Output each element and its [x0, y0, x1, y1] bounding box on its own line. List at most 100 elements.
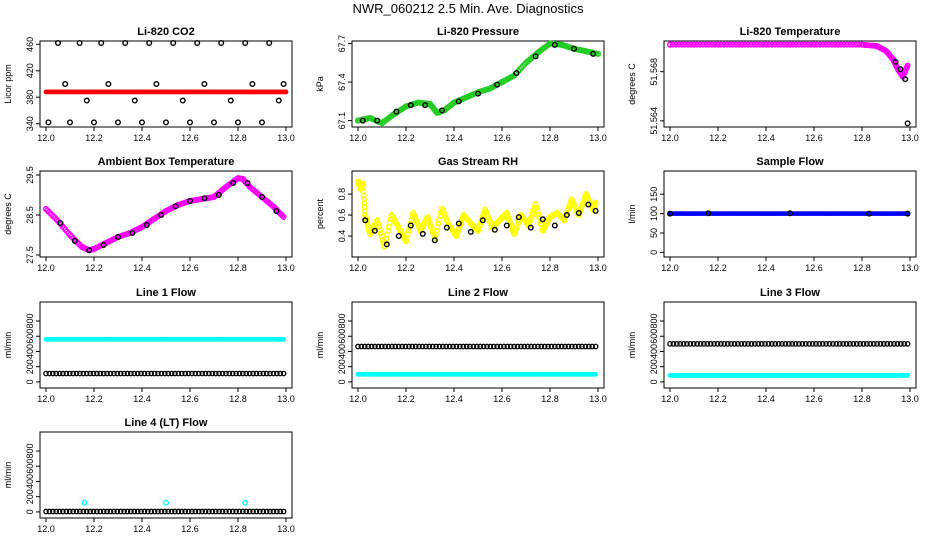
data-point	[905, 373, 910, 378]
y-tick-label: 420	[25, 63, 35, 78]
x-tick-label: 12.2	[85, 394, 103, 404]
series-2-5-min-average	[355, 178, 599, 250]
data-point	[107, 508, 114, 515]
data-point	[270, 370, 277, 377]
data-point	[835, 41, 842, 48]
data-point	[151, 508, 158, 515]
data-point	[805, 41, 812, 48]
data-point	[365, 343, 372, 350]
data-point	[172, 370, 178, 377]
panel-title: Ambient Box Temperature	[98, 156, 235, 168]
x-tick-label: 12.8	[229, 394, 247, 404]
y-axis-label: kPa	[315, 76, 325, 92]
data-point	[768, 341, 775, 347]
x-tick-label: 13.0	[589, 263, 607, 273]
data-point	[226, 370, 233, 377]
data-point	[667, 341, 673, 347]
data-point	[70, 508, 77, 515]
data-point	[419, 343, 426, 350]
data-point	[126, 229, 133, 236]
data-point	[539, 216, 546, 223]
y-tick-label: 100	[649, 206, 659, 221]
data-point	[439, 205, 446, 212]
data-point	[802, 341, 809, 347]
data-point	[538, 343, 545, 350]
data-point	[582, 343, 589, 350]
data-point	[711, 341, 717, 347]
x-tick-label: 12.0	[349, 263, 367, 273]
data-point	[216, 370, 222, 377]
data-point	[809, 341, 816, 347]
data-point	[499, 79, 506, 86]
series-raw	[362, 201, 599, 248]
data-point	[877, 341, 884, 347]
x-tick-label: 12.2	[397, 263, 415, 273]
data-point	[579, 343, 585, 350]
x-tick-label: 13.0	[277, 524, 295, 534]
data-point	[748, 41, 755, 48]
data-point	[697, 41, 704, 48]
data-point	[563, 212, 570, 219]
data-point	[475, 227, 482, 234]
data-point	[90, 508, 97, 515]
x-tick-label: 12.4	[445, 263, 463, 273]
data-point	[870, 341, 877, 347]
data-point	[146, 39, 153, 46]
x-tick-label: 12.0	[661, 263, 679, 273]
data-point	[201, 195, 208, 202]
data-point	[494, 343, 501, 350]
data-point	[239, 175, 246, 182]
data-point	[83, 97, 90, 104]
y-tick-label: 400	[337, 344, 347, 359]
data-point	[216, 508, 222, 515]
y-tick-label: 0	[337, 379, 347, 384]
data-point	[811, 41, 818, 48]
data-point	[259, 193, 266, 200]
data-point	[186, 197, 193, 204]
data-point	[503, 222, 510, 229]
data-point	[66, 508, 73, 515]
y-tick-label: 67.4	[337, 73, 347, 91]
data-point	[194, 39, 201, 46]
data-point	[467, 220, 474, 227]
data-point	[77, 370, 83, 377]
data-point	[403, 234, 410, 241]
data-point	[482, 206, 489, 213]
data-point	[405, 227, 412, 234]
data-point	[748, 341, 755, 347]
data-point	[670, 341, 677, 347]
data-point	[158, 370, 165, 377]
data-point	[399, 343, 405, 350]
data-point	[66, 370, 73, 377]
data-point	[150, 215, 157, 222]
data-point	[374, 217, 381, 224]
panel-title: Li-820 Pressure	[437, 26, 519, 38]
data-point	[892, 58, 899, 65]
data-point	[511, 230, 518, 237]
data-point	[592, 207, 599, 214]
data-point	[367, 230, 374, 237]
plot-frame	[351, 40, 605, 128]
data-point	[790, 41, 797, 48]
series-2-5-min-average	[81, 499, 249, 506]
y-axis-label: degrees C	[627, 63, 637, 105]
data-point	[434, 109, 441, 116]
data-point	[395, 343, 402, 350]
x-tick-label: 12.4	[757, 394, 775, 404]
data-point	[742, 41, 749, 48]
data-point	[697, 341, 704, 347]
data-point	[897, 341, 904, 347]
data-point	[694, 41, 701, 48]
data-point	[547, 214, 554, 221]
x-tick-label: 12.0	[349, 133, 367, 143]
data-point	[114, 508, 121, 515]
data-point	[814, 41, 821, 48]
series-raw	[43, 370, 287, 377]
data-point	[98, 39, 105, 46]
data-point	[403, 238, 410, 245]
data-point	[361, 343, 368, 350]
x-tick-label: 12.0	[37, 394, 55, 404]
data-point	[210, 119, 217, 126]
data-point	[234, 119, 241, 126]
data-point	[765, 341, 772, 347]
